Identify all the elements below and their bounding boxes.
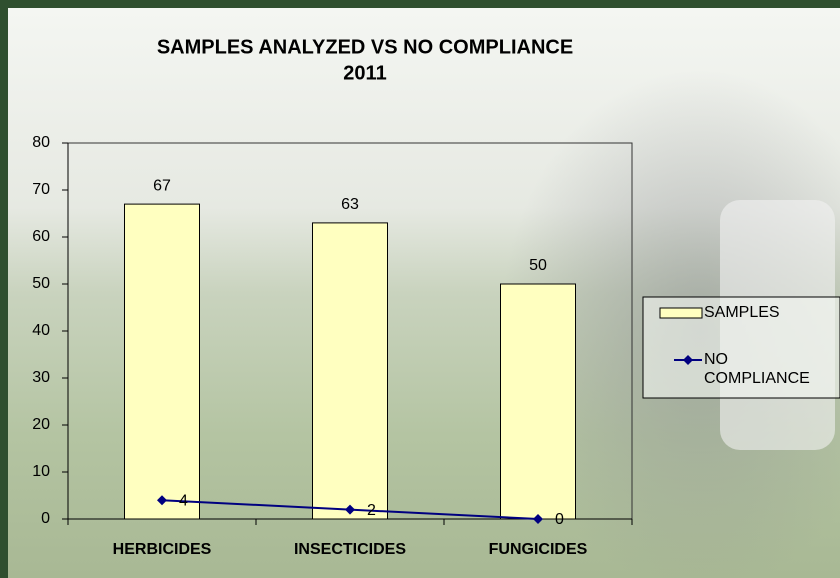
- y-tick-label: 20: [32, 416, 50, 433]
- y-tick-label: 10: [32, 463, 50, 480]
- bar: [501, 284, 576, 519]
- line-value-label: 4: [179, 492, 188, 509]
- x-tick-label: FUNGICIDES: [489, 541, 588, 558]
- y-tick-label: 0: [41, 510, 50, 527]
- x-tick-label: HERBICIDES: [113, 541, 212, 558]
- y-tick-label: 40: [32, 322, 50, 339]
- x-tick-label: INSECTICIDES: [294, 541, 406, 558]
- chart-title: SAMPLES ANALYZED VS NO COMPLIANCE: [157, 36, 573, 58]
- y-tick-label: 70: [32, 181, 50, 198]
- chart: SAMPLES ANALYZED VS NO COMPLIANCE 2011 0…: [0, 0, 840, 578]
- line-value-label: 2: [367, 502, 376, 519]
- y-tick-label: 30: [32, 369, 50, 386]
- legend-swatch: [660, 308, 702, 318]
- legend-label: SAMPLES: [704, 303, 834, 322]
- bar-value-label: 67: [153, 177, 171, 194]
- y-tick-label: 60: [32, 228, 50, 245]
- y-tick-label: 80: [32, 134, 50, 151]
- y-tick-label: 50: [32, 275, 50, 292]
- chart-page: SAMPLES ANALYZED VS NO COMPLIANCE 2011 0…: [0, 0, 840, 578]
- chart-subtitle: 2011: [343, 62, 386, 84]
- legend-label: NO COMPLIANCE: [704, 350, 834, 388]
- bar-value-label: 50: [529, 257, 547, 274]
- bar-value-label: 63: [341, 196, 359, 213]
- line-value-label: 0: [555, 511, 564, 528]
- bar: [313, 223, 388, 519]
- bar: [125, 204, 200, 519]
